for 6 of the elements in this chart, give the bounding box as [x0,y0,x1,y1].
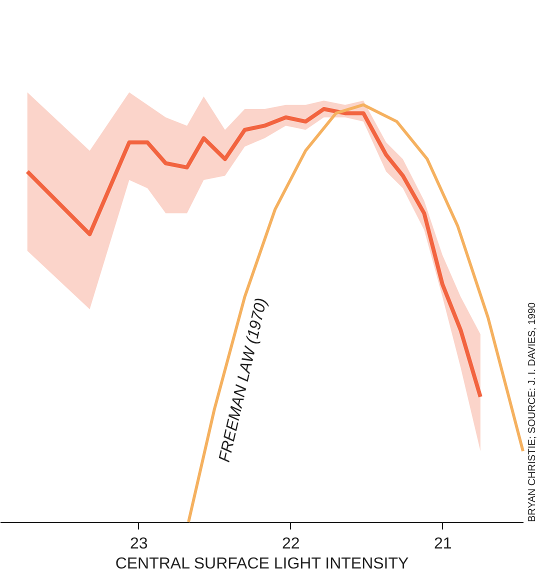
x-tick-label: 23 [130,536,148,552]
x-tick-label: 21 [434,536,452,552]
x-tick-label: 22 [282,536,300,552]
text: BRYAN CHRISTIE; SOURCE: J. I. DAVIES, 1990 [527,302,537,522]
annotation: FREEMAN LAW (1970) [216,296,271,464]
x-axis-title: CENTRAL SURFACE LIGHT INTENSITY [115,556,410,572]
